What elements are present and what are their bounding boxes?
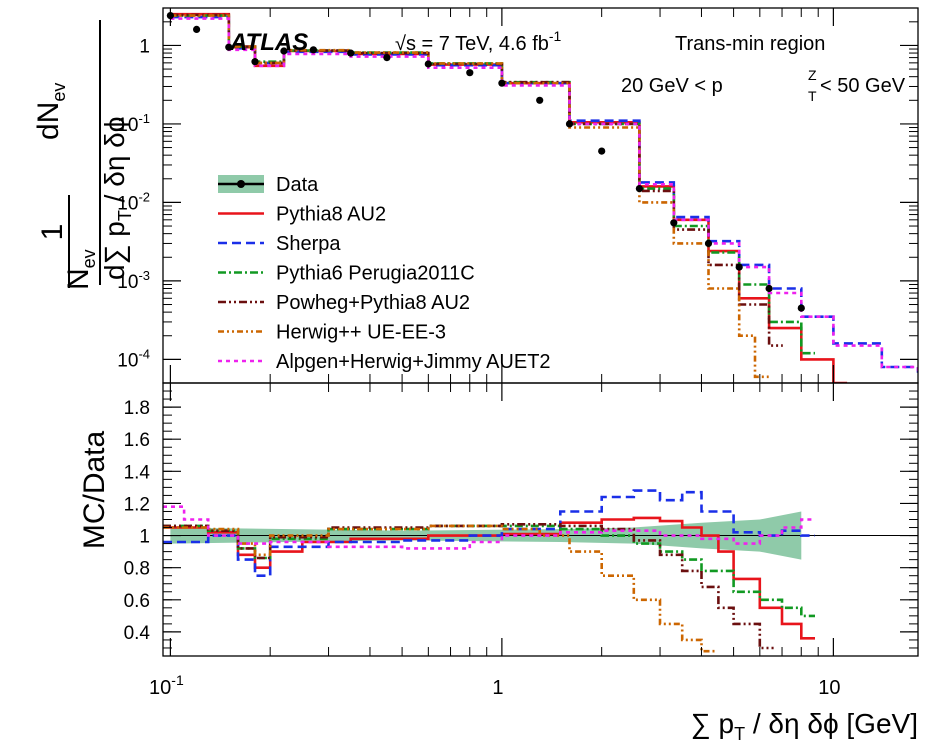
series-5-ratio-line — [163, 505, 815, 550]
top-y-tick-label: 10-2 — [117, 189, 150, 214]
data-point — [797, 304, 805, 312]
series-4-line — [170, 14, 769, 379]
main-distribution-panel — [166, 12, 918, 383]
energy-text: = 7 TeV, 4.6 fb — [416, 33, 549, 55]
cut-text-b: < 50 GeV — [820, 75, 906, 97]
series-0-line — [170, 12, 848, 383]
data-point — [765, 284, 773, 293]
data-point — [225, 43, 233, 51]
data-point — [251, 58, 259, 66]
legend-label-series-5: Alpgen+Herwig+Jimmy AUET2 — [276, 351, 551, 373]
energy-sqrt-symbol: √s — [395, 33, 416, 55]
data-point — [536, 96, 544, 104]
series-5-line — [170, 17, 918, 373]
ratio-y-axis-label: MC/Data — [78, 431, 111, 550]
top-y-axis-label: 1 Nev dNev d∑ pT / δη δϕ — [32, 20, 135, 290]
top-y-tick-label: 10-3 — [117, 268, 150, 293]
data-point — [466, 69, 474, 77]
data-point — [498, 79, 506, 87]
region-label: Trans-min region — [675, 33, 825, 55]
pt-cut-label: 20 GeV < p Z T < 50 GeV — [621, 67, 906, 104]
ratio-panel — [163, 489, 918, 653]
data-point — [635, 185, 644, 193]
ratio-y-tick-label: 0.4 — [124, 623, 151, 644]
data-point — [347, 49, 355, 57]
legend-label-series-0: Pythia8 AU2 — [276, 204, 386, 226]
ratio-y-tick-label: 1.4 — [124, 462, 151, 483]
legend-label-series-4: Herwig++ UE-EE-3 — [276, 322, 446, 344]
series-4-ratio-line — [163, 524, 716, 653]
ratio-y-tick-label: 0.8 — [124, 559, 150, 580]
legend-data-marker — [237, 180, 245, 188]
series-2-ratio-line — [163, 524, 815, 618]
legend-label-series-1: Sherpa — [276, 233, 341, 255]
x-axis-label: ∑ pT / δη δϕ [GeV] — [691, 708, 918, 744]
lumi-exponent: -1 — [549, 28, 562, 44]
ratio-y-tick-label: 1 — [139, 527, 150, 548]
series-0-ratio-line — [163, 516, 815, 640]
top-y-tick-label: 10-1 — [117, 111, 150, 136]
axes-layer: 110-110-210-310-40.40.60.811.21.41.61.81… — [117, 7, 918, 699]
x-tick-label: 10 — [818, 677, 840, 699]
series-1-line — [170, 15, 918, 373]
data-point — [383, 54, 391, 62]
top-y-tick-label: 1 — [139, 36, 150, 57]
atlas-label: ATLAS — [229, 29, 308, 56]
legend-label-data: Data — [276, 174, 319, 196]
data-point — [598, 147, 606, 155]
ratio-y-tick-label: 1.6 — [124, 430, 150, 451]
ratio-y-tick-label: 1.2 — [124, 494, 150, 515]
x-tick-label: 10-1 — [149, 672, 184, 699]
data-point — [565, 120, 574, 128]
legend-label-series-3: Powheg+Pythia8 AU2 — [276, 292, 470, 314]
series-1-ratio-line — [163, 489, 815, 577]
ylabel-numerator: dNev — [32, 83, 69, 140]
ylabel-n: Nev — [62, 249, 99, 290]
legend: Data Pythia8 AU2 Sherpa Pythia6 Perugia2011… — [218, 174, 551, 373]
ratio-y-tick-label: 0.6 — [124, 591, 150, 612]
data-point — [193, 25, 201, 33]
data-point — [670, 219, 678, 227]
ratio-y-tick-label: 1.8 — [124, 398, 150, 419]
cut-sub: T — [808, 88, 817, 104]
series-3-ratio-line — [163, 523, 774, 650]
legend-label-series-2: Pythia6 Perugia2011C — [276, 263, 475, 285]
cut-sup: Z — [808, 67, 817, 83]
data-point — [424, 60, 432, 68]
data-point — [309, 46, 317, 54]
data-point — [704, 239, 713, 247]
cut-text-a: 20 GeV < p — [621, 75, 723, 97]
data-point — [735, 263, 743, 271]
top-y-tick-label: 10-4 — [117, 346, 150, 371]
ylabel-one: 1 — [36, 224, 69, 241]
energy-lumi-label: √s = 7 TeV, 4.6 fb-1 — [395, 28, 562, 55]
data-point — [280, 47, 288, 55]
ylabel-denominator: d∑ pT / δη δϕ — [99, 117, 135, 280]
x-tick-label: 1 — [492, 677, 503, 699]
